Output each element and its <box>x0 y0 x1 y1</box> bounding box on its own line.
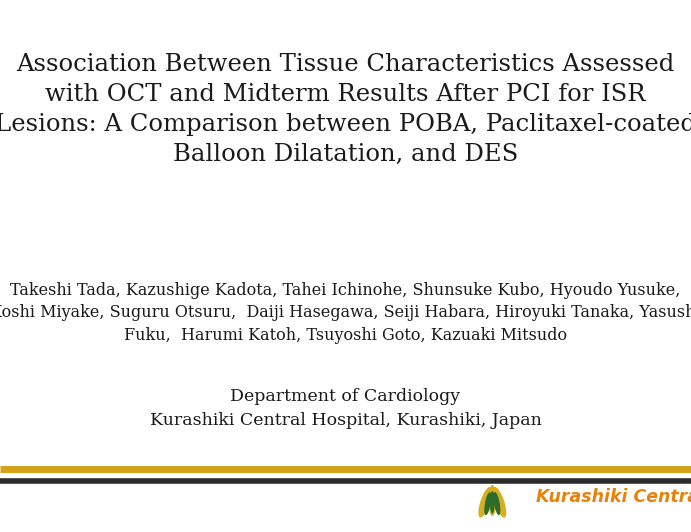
Ellipse shape <box>484 492 491 515</box>
Text: Department of Cardiology
Kurashiki Central Hospital, Kurashiki, Japan: Department of Cardiology Kurashiki Centr… <box>149 388 542 429</box>
Ellipse shape <box>493 492 500 515</box>
Text: Takeshi Tada, Kazushige Kadota, Tahei Ichinohe, Shunsuke Kubo, Hyoudo Yusuke,
Ko: Takeshi Tada, Kazushige Kadota, Tahei Ic… <box>0 282 691 344</box>
Ellipse shape <box>478 487 492 518</box>
Text: Association Between Tissue Characteristics Assessed
with OCT and Midterm Results: Association Between Tissue Characteristi… <box>0 53 691 166</box>
Ellipse shape <box>493 487 507 518</box>
Ellipse shape <box>489 485 496 516</box>
Ellipse shape <box>490 491 495 513</box>
Text: Kurashiki Central Hospital: Kurashiki Central Hospital <box>536 488 691 506</box>
